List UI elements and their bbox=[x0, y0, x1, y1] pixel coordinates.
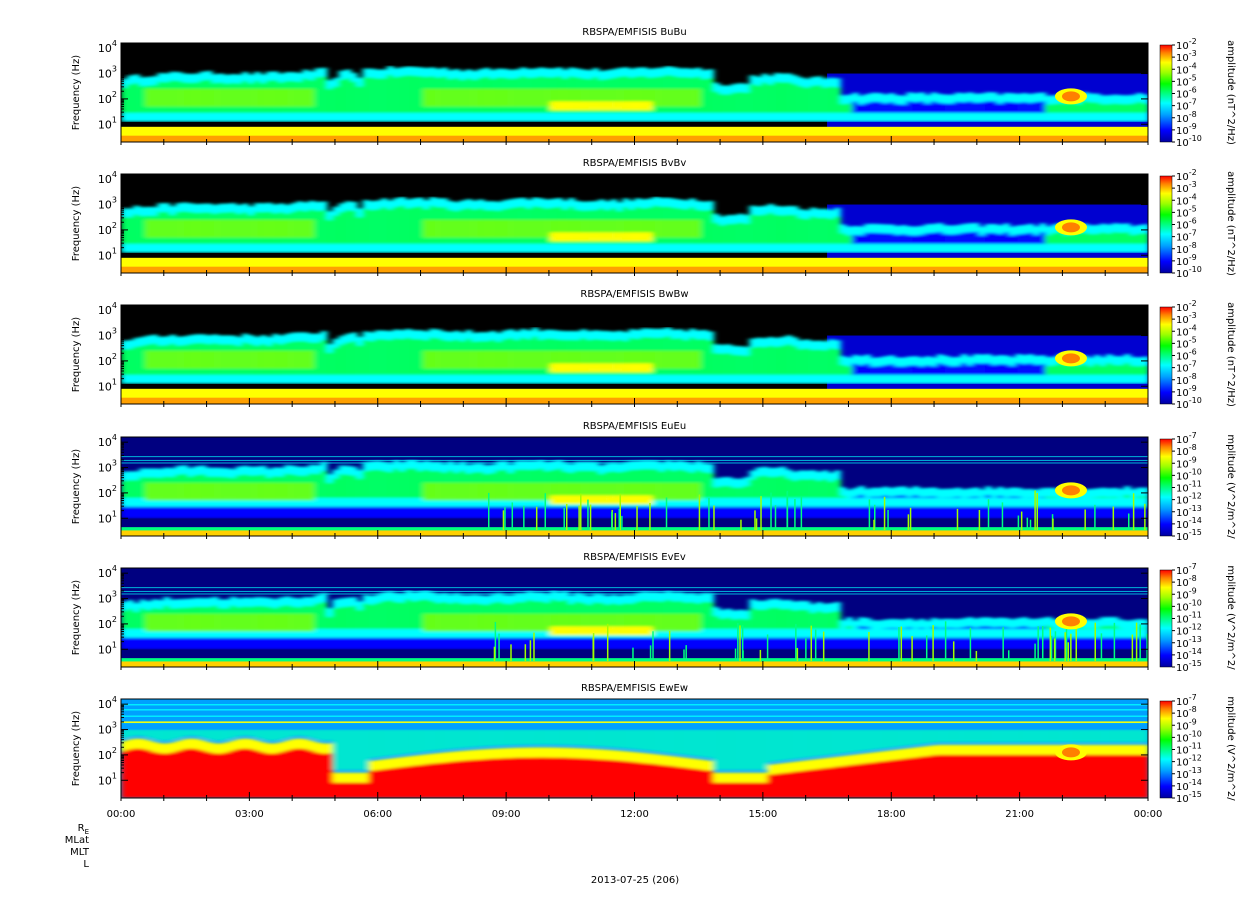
spectrogram-image bbox=[121, 43, 1148, 142]
colorbar: 10-710-810-910-1010-1110-1210-1310-1410-… bbox=[1159, 562, 1236, 674]
y-tick-label: 102 bbox=[98, 221, 117, 237]
colorbar: 10-710-810-910-1010-1110-1210-1310-1410-… bbox=[1159, 431, 1236, 543]
ephemeris-label-mlt: MLT bbox=[70, 847, 89, 858]
y-tick-label: 103 bbox=[98, 327, 117, 343]
colorbar: 10-210-310-410-510-610-710-810-910-10 amp… bbox=[1159, 168, 1236, 280]
panel-title: RBSPA/EMFISIS EwEw bbox=[581, 683, 688, 694]
x-tick-label: 12:00 bbox=[620, 809, 649, 820]
time-axis: 00:00 03:00 06:00 09:00 12:00 15:00 18:00 21:00… bbox=[107, 809, 1163, 820]
x-tick-label: 00:00 bbox=[107, 809, 136, 820]
y-tick-label: 101 bbox=[98, 771, 117, 787]
y-tick-label: 101 bbox=[98, 246, 117, 262]
spectrogram-panel-3: RBSPA/EMFISIS BwBw Frequency (Hz) 101 102 10… bbox=[71, 289, 1236, 411]
colorbar-label: mplitude (V^2/m^2/ bbox=[1225, 696, 1236, 801]
colorbar: 10-210-310-410-510-610-710-810-910-10 amp… bbox=[1159, 37, 1236, 149]
panel-title: RBSPA/EMFISIS BvBv bbox=[583, 158, 687, 169]
y-tick-label: 101 bbox=[98, 509, 117, 525]
y-tick-label: 101 bbox=[98, 377, 117, 393]
colorbar-label: amplitude (nT^2/Hz) bbox=[1225, 302, 1236, 407]
x-tick-label: 03:00 bbox=[235, 809, 264, 820]
x-tick-label: 00:00 bbox=[1134, 809, 1163, 820]
panel-title: RBSPA/EMFISIS EuEu bbox=[583, 421, 686, 432]
y-tick-label: 104 bbox=[98, 39, 117, 55]
spectrogram-image bbox=[121, 699, 1148, 798]
spectrogram-image bbox=[121, 174, 1148, 273]
panel-title: RBSPA/EMFISIS EvEv bbox=[583, 552, 686, 563]
spectrogram-panel-5: RBSPA/EMFISIS EvEv Frequency (Hz) 101 102 10… bbox=[71, 552, 1236, 674]
y-tick-label: 103 bbox=[98, 590, 117, 606]
y-axis-label: Frequency (Hz) bbox=[71, 55, 82, 131]
x-tick-label: 21:00 bbox=[1005, 809, 1034, 820]
y-tick-label: 104 bbox=[98, 695, 117, 711]
y-tick-label: 104 bbox=[98, 170, 117, 186]
colorbar-label: mplitude (V^2/m^2/ bbox=[1225, 565, 1236, 670]
y-tick-label: 103 bbox=[98, 65, 117, 81]
y-tick-label: 104 bbox=[98, 433, 117, 449]
y-tick-label: 101 bbox=[98, 640, 117, 656]
spectrogram-panel-6: RBSPA/EMFISIS EwEw Frequency (Hz) 101 102 10… bbox=[71, 683, 1236, 805]
spectrogram-panel-4: RBSPA/EMFISIS EuEu Frequency (Hz) 101 102 10… bbox=[71, 421, 1236, 543]
spectrogram-image bbox=[121, 305, 1148, 404]
y-axis-label: Frequency (Hz) bbox=[71, 186, 82, 262]
ephemeris-label-l: L bbox=[83, 859, 89, 870]
y-tick-label: 102 bbox=[98, 90, 117, 106]
y-tick-label: 102 bbox=[98, 352, 117, 368]
y-tick-label: 102 bbox=[98, 615, 117, 631]
x-tick-label: 09:00 bbox=[492, 809, 521, 820]
colorbar: 10-710-810-910-1010-1110-1210-1310-1410-… bbox=[1159, 693, 1236, 805]
colorbar: 10-210-310-410-510-610-710-810-910-10 amp… bbox=[1159, 299, 1236, 411]
y-tick-label: 104 bbox=[98, 564, 117, 580]
y-tick-label: 103 bbox=[98, 459, 117, 475]
date-label: 2013-07-25 (206) bbox=[590, 875, 680, 886]
spectrogram-panel-1: RBSPA/EMFISIS BuBu Frequency (Hz) 101 102 10… bbox=[71, 27, 1236, 149]
y-tick-label: 104 bbox=[98, 301, 117, 317]
y-tick-label: 101 bbox=[98, 115, 117, 131]
y-tick-label: 102 bbox=[98, 746, 117, 762]
spectrogram-panel-2: RBSPA/EMFISIS BvBv Frequency (Hz) 101 102 10… bbox=[71, 158, 1236, 280]
panel-title: RBSPA/EMFISIS BuBu bbox=[582, 27, 686, 38]
y-axis-label: Frequency (Hz) bbox=[71, 449, 82, 525]
x-tick-label: 18:00 bbox=[877, 809, 906, 820]
y-tick-label: 103 bbox=[98, 196, 117, 212]
spectrogram-image bbox=[121, 568, 1148, 667]
ephemeris-label-mlat: MLat bbox=[64, 835, 89, 846]
x-tick-label: 15:00 bbox=[748, 809, 777, 820]
x-tick-label: 06:00 bbox=[363, 809, 392, 820]
ephemeris-label-re: RE bbox=[77, 823, 89, 836]
spectrogram-image bbox=[121, 437, 1148, 536]
y-axis-label: Frequency (Hz) bbox=[71, 580, 82, 656]
y-tick-label: 102 bbox=[98, 484, 117, 500]
colorbar-label: mplitude (V^2/m^2/ bbox=[1225, 434, 1236, 539]
colorbar-label: amplitude (nT^2/Hz) bbox=[1225, 40, 1236, 145]
y-axis-label: Frequency (Hz) bbox=[71, 711, 82, 787]
colorbar-label: amplitude (nT^2/Hz) bbox=[1225, 171, 1236, 276]
panel-title: RBSPA/EMFISIS BwBw bbox=[580, 289, 688, 300]
y-tick-label: 103 bbox=[98, 721, 117, 737]
y-axis-label: Frequency (Hz) bbox=[71, 317, 82, 393]
